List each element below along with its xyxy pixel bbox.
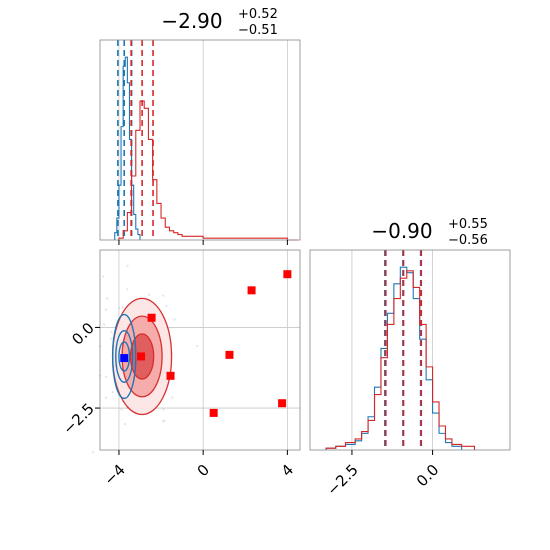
scatter-sample-point [110,337,113,340]
right-hist-xtick-label-1: 0.0 [413,461,443,491]
scatter-sample-point [126,264,129,267]
blue-contour-level-0 [118,341,131,372]
joint-ytick-label-0: 0.0 [68,319,98,349]
joint-xtick-label-1: 0 [194,461,213,480]
red-square-marker-4 [225,350,234,359]
scatter-sample-point [162,420,165,423]
red-square-marker-7 [209,408,218,417]
red-square-marker-2 [147,313,156,322]
scatter-sample-point [162,408,165,411]
scatter-sample-point [104,396,108,399]
red-square-marker-0 [283,270,292,279]
red-square-marker-1 [247,286,256,295]
red-square-marker-6 [278,399,287,408]
joint-frame [99,249,301,451]
right-hist-title-sub: −0.56 [448,233,488,248]
scatter-sample-point [118,307,121,310]
scatter-sample-point [173,318,176,321]
joint-xtick-label-0: −4 [100,461,128,489]
top-hist-series-0-histogram [114,56,141,240]
top-hist-title-sup: +0.52 [238,7,278,22]
right-hist-xtick-label-0: −2.5 [323,461,361,499]
scatter-sample-point [121,306,124,309]
scatter-sample-point [102,275,105,278]
top-hist-title-sub: −0.51 [238,23,278,38]
scatter-sample-point [104,308,108,311]
joint-xtick-label-2: 4 [278,461,297,480]
scatter-sample-point [110,331,113,334]
scatter-sample-point [126,288,129,291]
scatter-sample-point [123,423,127,426]
scatter-sample-point [171,396,174,399]
top-hist-frame [99,39,301,241]
right-hist-series-0-histogram [325,266,463,450]
joint-ytick-label-1: −2.5 [59,400,97,438]
right-hist-frame [309,249,511,451]
scatter-sample-point [162,294,165,297]
scatter-sample-point [147,293,151,296]
red-square-marker-3 [137,352,146,361]
blue-square-marker-0 [120,354,129,363]
joint-contour-panel: −4 0 4 0.0 −2.5 [59,249,301,489]
scatter-sample-point [196,344,199,347]
red-square-marker-5 [166,371,175,380]
top-hist-title-value: −2.90 [161,9,222,33]
scatter-sample-point [120,408,123,411]
right-hist-title-value: −0.90 [371,219,432,243]
right-hist-title-sup: +0.55 [448,217,488,232]
scatter-sample-point [103,323,106,326]
histogram-panel-param-2: −2.5 0.0 −0.90 +0.55−0.56 [309,217,511,499]
histogram-panel-param-1: −2.90 +0.52−0.51 [99,7,301,245]
scatter-sample-point [106,297,109,300]
scatter-sample-point [91,451,95,454]
scatter-sample-point [163,419,166,422]
right-hist-series-1-histogram [325,270,476,450]
blue-contour-level-2 [111,313,137,400]
scatter-sample-point [105,375,108,378]
top-hist-series-1-histogram [118,100,298,241]
blue-contour-level-1 [115,329,134,383]
scatter-sample-point [165,304,168,308]
scatter-sample-point [111,390,114,394]
